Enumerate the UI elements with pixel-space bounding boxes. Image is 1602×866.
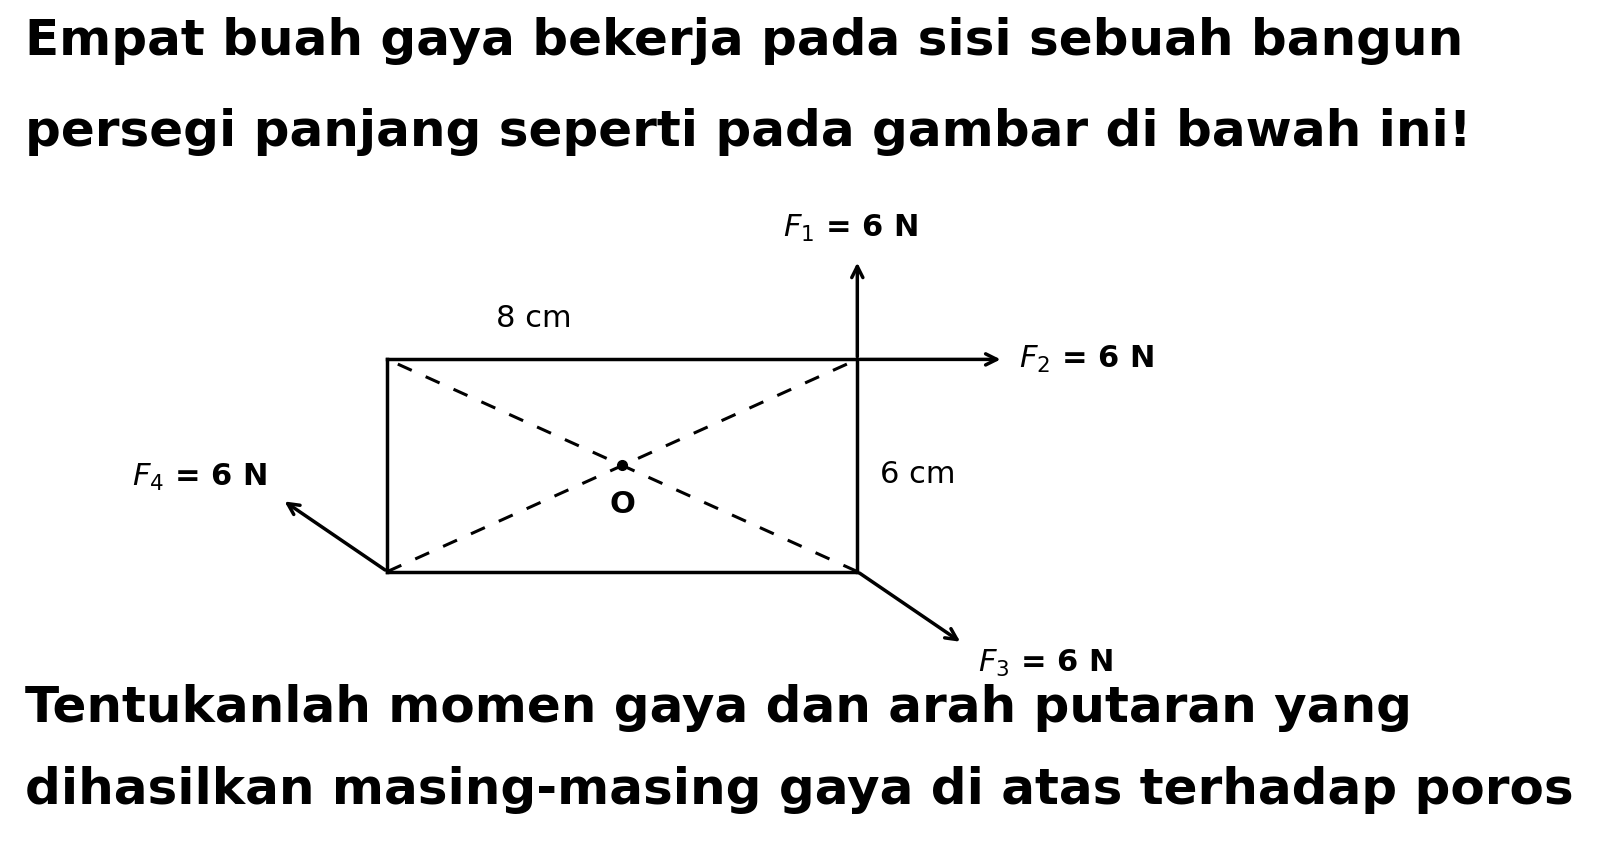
Text: persegi panjang seperti pada gambar di bawah ini!: persegi panjang seperti pada gambar di b… bbox=[26, 108, 1472, 156]
Text: Tentukanlah momen gaya dan arah putaran yang: Tentukanlah momen gaya dan arah putaran … bbox=[26, 684, 1413, 732]
Text: dihasilkan masing-masing gaya di atas terhadap poros: dihasilkan masing-masing gaya di atas te… bbox=[26, 766, 1575, 814]
Text: $F_3$ = 6 N: $F_3$ = 6 N bbox=[977, 648, 1113, 679]
Text: O: O bbox=[609, 490, 636, 519]
Text: 8 cm: 8 cm bbox=[495, 305, 572, 333]
Text: $F_1$ = 6 N: $F_1$ = 6 N bbox=[783, 213, 918, 244]
Text: Empat buah gaya bekerja pada sisi sebuah bangun: Empat buah gaya bekerja pada sisi sebuah… bbox=[26, 17, 1464, 65]
Text: 6 cm: 6 cm bbox=[879, 460, 956, 488]
Text: $F_2$ = 6 N: $F_2$ = 6 N bbox=[1019, 344, 1153, 375]
Text: $F_4$ = 6 N: $F_4$ = 6 N bbox=[131, 462, 268, 493]
